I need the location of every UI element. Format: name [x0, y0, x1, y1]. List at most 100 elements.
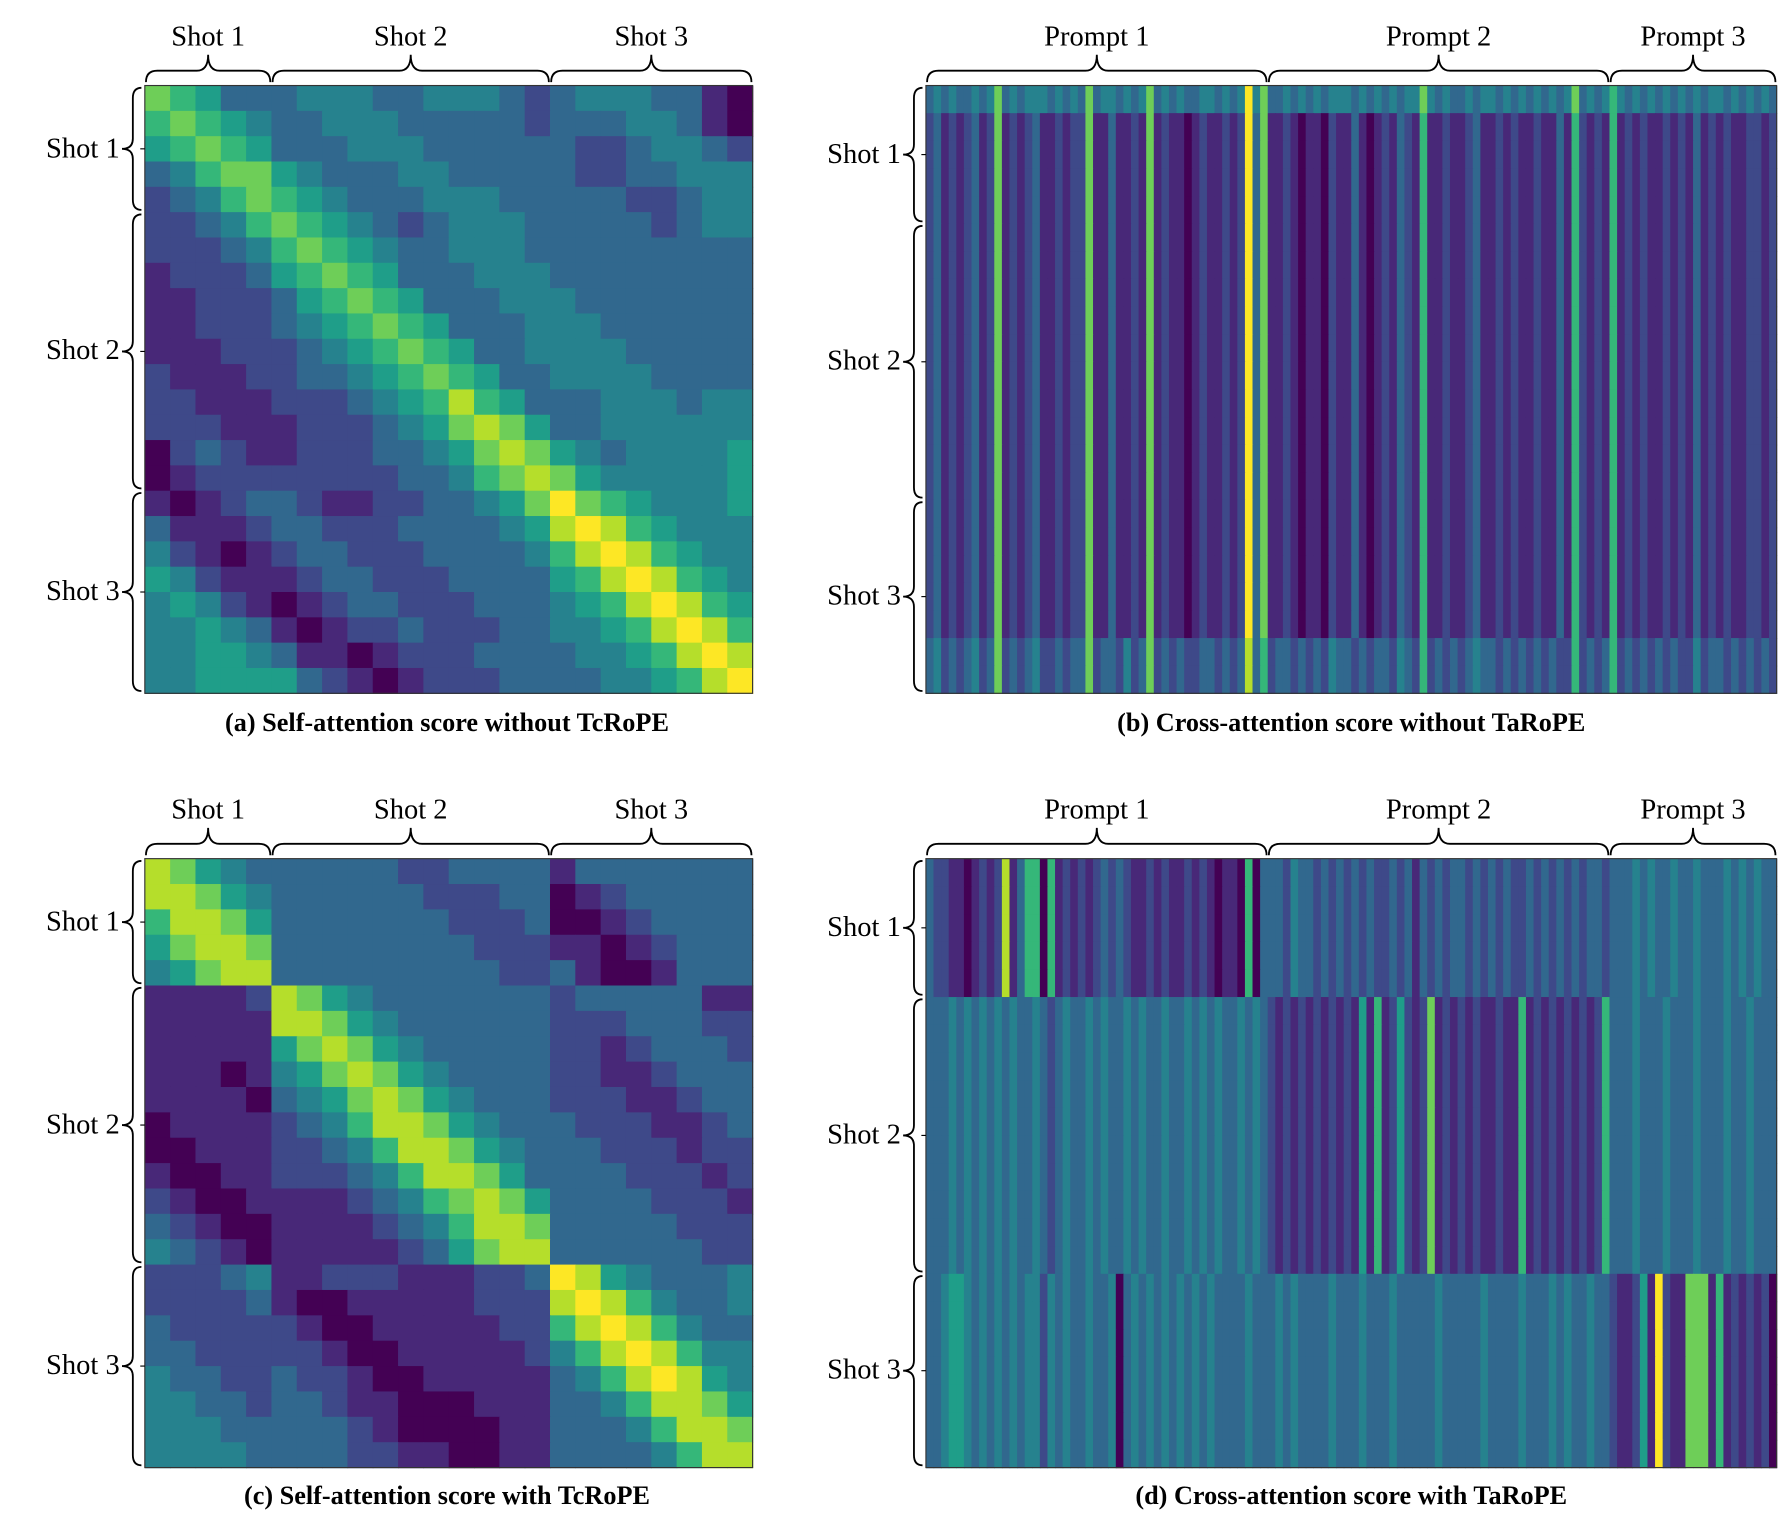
heatmap-cell — [1055, 1080, 1064, 1109]
heatmap-cell — [1267, 1080, 1276, 1109]
heatmap-cell — [144, 237, 171, 264]
heatmap-cell — [1093, 1107, 1102, 1137]
heatmap-cell — [1260, 527, 1269, 556]
heatmap-cell — [1677, 1163, 1687, 1192]
heatmap-cell — [1639, 1135, 1649, 1164]
heatmap-cell — [1700, 361, 1709, 391]
heatmap-cell — [499, 440, 526, 467]
heatmap-cell — [701, 541, 728, 568]
heatmap-cell — [398, 1264, 425, 1291]
heatmap-cell — [1510, 914, 1520, 943]
heatmap-cell — [941, 85, 950, 114]
heatmap-cell — [1662, 140, 1671, 170]
heatmap-cell — [1396, 306, 1406, 335]
heatmap-cell — [1260, 969, 1269, 998]
heatmap-cell — [1290, 389, 1299, 418]
heatmap-cell — [1381, 1163, 1390, 1192]
heatmap-cell — [1655, 527, 1664, 556]
heatmap-cell — [1746, 858, 1755, 888]
heatmap-cell — [1685, 665, 1694, 694]
heatmap-cell — [1487, 196, 1497, 225]
heatmap-cell — [1487, 389, 1497, 418]
heatmap-cell — [1563, 555, 1573, 584]
heatmap-cell — [1677, 555, 1687, 584]
heatmap-cell — [625, 1442, 652, 1469]
heatmap-cell — [1761, 997, 1770, 1026]
heatmap-cell — [1191, 886, 1201, 915]
heatmap-cell — [1404, 223, 1413, 252]
heatmap-cell — [1298, 334, 1307, 363]
heatmap-cell — [1138, 997, 1147, 1026]
heatmap-cell — [1123, 914, 1132, 943]
heatmap-cell — [1670, 389, 1679, 418]
heatmap-cell — [1639, 638, 1649, 667]
heatmap-cell — [1518, 417, 1527, 446]
heatmap-cell — [963, 223, 973, 252]
heatmap-cell — [1351, 196, 1360, 225]
heatmap-cell — [1708, 610, 1717, 639]
heatmap-cell — [1176, 389, 1185, 418]
heatmap-cell — [1404, 113, 1413, 142]
heatmap-cell — [246, 136, 273, 163]
heatmap-cell — [398, 161, 425, 188]
heatmap-cell — [423, 1112, 450, 1139]
heatmap-cell — [1404, 251, 1413, 280]
heatmap-cell — [1267, 472, 1276, 501]
heatmap-cell — [1563, 361, 1573, 391]
heatmap-cell — [1282, 417, 1292, 446]
heatmap-cell — [1206, 1024, 1216, 1054]
heatmap-cell — [1176, 113, 1185, 142]
heatmap-cell — [1662, 472, 1671, 501]
heatmap-cell — [1146, 113, 1155, 142]
heatmap-cell — [1115, 941, 1125, 971]
heatmap-cell — [423, 237, 450, 264]
heatmap-cell — [1449, 1163, 1459, 1192]
heatmap-cell — [1343, 499, 1352, 529]
heatmap-cell — [1161, 85, 1170, 114]
heatmap-cell — [1328, 361, 1337, 391]
heatmap-cell — [701, 985, 728, 1012]
heatmap-cell — [1336, 223, 1345, 252]
heatmap-cell — [372, 884, 399, 911]
heatmap-cell — [575, 592, 602, 619]
heatmap-cell — [1328, 444, 1337, 473]
heatmap-cell — [1146, 638, 1155, 667]
heatmap-cell — [1457, 306, 1466, 335]
heatmap-cell — [1518, 196, 1527, 225]
heatmap-cell — [1176, 914, 1185, 943]
heatmap-cell — [625, 440, 652, 467]
heatmap-cell — [1624, 140, 1633, 170]
heatmap-cell — [1001, 361, 1011, 391]
heatmap-cell — [1275, 417, 1284, 446]
heatmap-cell — [170, 1213, 197, 1240]
heatmap-cell — [499, 858, 526, 885]
heatmap-cell — [423, 1416, 450, 1443]
heatmap-cell — [1047, 1135, 1056, 1164]
heatmap-cell — [1525, 665, 1535, 694]
heatmap-cell — [994, 444, 1003, 473]
heatmap-cell — [651, 934, 678, 961]
heatmap-cell — [474, 465, 501, 492]
heatmap-cell — [1617, 251, 1626, 280]
heatmap-cell — [1731, 361, 1740, 391]
heatmap-cell — [925, 886, 935, 915]
heatmap-cell — [296, 1010, 323, 1037]
heatmap-cell — [1723, 1135, 1732, 1164]
heatmap-cell — [296, 858, 323, 885]
heatmap-cell — [1670, 1163, 1679, 1192]
heatmap-cell — [423, 1239, 450, 1266]
heatmap-cell — [1617, 85, 1626, 114]
heatmap-cell — [1328, 472, 1337, 501]
heatmap-cell — [1009, 638, 1018, 667]
heatmap-cell — [220, 212, 247, 239]
heatmap-cell — [1358, 582, 1368, 612]
heatmap-cell — [1594, 113, 1603, 142]
heatmap-cell — [1700, 582, 1709, 612]
heatmap-cell — [1449, 499, 1459, 529]
heatmap-cell — [1282, 638, 1292, 667]
heatmap-cell — [372, 934, 399, 961]
heatmap-cell — [1001, 251, 1011, 280]
heatmap-cell — [986, 997, 995, 1026]
heatmap-cell — [1389, 499, 1398, 529]
heatmap-cell — [1715, 638, 1725, 667]
